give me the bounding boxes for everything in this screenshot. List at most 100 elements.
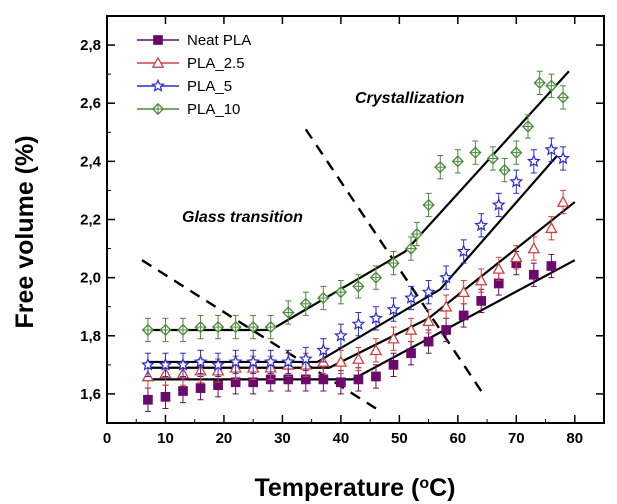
data-point xyxy=(422,192,435,218)
data-series xyxy=(141,70,570,412)
data-point xyxy=(451,149,464,174)
legend-label: PLA_5 xyxy=(187,78,232,95)
data-point xyxy=(498,157,511,183)
data-point xyxy=(316,338,331,363)
data-point xyxy=(546,253,557,279)
legend-label: PLA_2.5 xyxy=(187,55,245,72)
x-tick-label: 70 xyxy=(508,430,525,447)
data-point xyxy=(352,346,365,372)
data-point xyxy=(333,323,348,348)
data-point xyxy=(527,236,541,261)
data-point xyxy=(246,349,261,375)
data-point xyxy=(263,349,278,375)
data-point xyxy=(456,239,471,264)
data-point xyxy=(509,245,523,270)
x-axis-title-unit: C) xyxy=(429,474,455,502)
data-point xyxy=(406,341,416,366)
data-point xyxy=(441,317,451,343)
legend-entry: Neat PLA xyxy=(137,32,251,49)
data-point xyxy=(545,73,558,98)
data-point xyxy=(143,387,153,412)
x-tick-label: 30 xyxy=(274,430,291,447)
data-point xyxy=(526,149,541,174)
data-point xyxy=(229,314,242,340)
series-neat-pla xyxy=(143,250,557,412)
data-point xyxy=(369,306,383,331)
data-point xyxy=(556,85,570,110)
x-tick-label: 40 xyxy=(333,430,350,447)
x-tick-label: 80 xyxy=(566,430,583,447)
data-point xyxy=(491,192,506,218)
data-point xyxy=(371,364,381,389)
legend-label: Neat PLA xyxy=(187,32,251,49)
data-point xyxy=(404,317,418,343)
y-tick-label: 1,6 xyxy=(80,386,101,403)
glass-transition-annotation: Glass transition xyxy=(182,209,303,226)
data-point xyxy=(193,349,208,375)
data-point xyxy=(439,265,454,290)
data-point xyxy=(299,291,312,316)
axis-ticks: 0 10 20 30 40 50 60 70 80 1,6 1,8 2,0 2,2 2,4 2,6 2,8 xyxy=(80,16,604,447)
data-point xyxy=(387,326,400,351)
data-point xyxy=(194,314,207,340)
x-tick-label: 60 xyxy=(449,430,466,447)
y-tick-label: 2,8 xyxy=(80,37,101,54)
data-point xyxy=(336,370,346,395)
data-point xyxy=(510,140,523,165)
data-point xyxy=(158,352,173,377)
data-point xyxy=(458,303,469,328)
y-tick-label: 2,4 xyxy=(80,153,102,170)
fit-line xyxy=(147,259,576,381)
data-point xyxy=(476,288,487,314)
data-point xyxy=(521,114,535,139)
data-point xyxy=(159,317,172,343)
x-tick-label: 0 xyxy=(103,430,111,447)
data-point xyxy=(351,312,366,337)
data-point xyxy=(410,221,424,247)
data-point xyxy=(388,352,399,377)
data-point xyxy=(545,216,558,241)
data-point xyxy=(469,140,482,165)
data-point xyxy=(474,268,488,293)
y-tick-label: 2,0 xyxy=(80,270,101,287)
data-point xyxy=(228,349,243,375)
y-tick-label: 2,6 xyxy=(80,95,101,112)
data-point xyxy=(281,349,296,375)
data-point xyxy=(141,317,155,343)
data-point xyxy=(176,352,190,377)
data-point xyxy=(556,189,570,215)
data-point xyxy=(474,213,489,238)
data-point xyxy=(317,285,330,311)
data-point xyxy=(439,294,453,319)
legend-label: PLA_10 xyxy=(187,101,240,118)
x-axis-title-main: Temperature ( xyxy=(254,474,420,502)
x-axis-title-degree: o xyxy=(419,475,429,492)
data-point xyxy=(282,300,295,325)
phase-boundary-lines xyxy=(141,128,483,410)
legend-entry: PLA_5 xyxy=(137,78,232,95)
legend-entry: PLA_2.5 xyxy=(137,55,245,72)
data-point xyxy=(492,256,506,282)
data-point xyxy=(141,352,155,377)
data-point xyxy=(423,329,434,354)
data-point xyxy=(353,367,364,392)
data-point xyxy=(509,169,524,194)
data-point xyxy=(387,250,400,276)
x-tick-label: 10 xyxy=(157,430,174,447)
x-axis-title: Temperature (oC) xyxy=(254,474,455,502)
data-point xyxy=(386,297,401,322)
y-tick-label: 1,8 xyxy=(80,328,101,345)
data-point xyxy=(421,280,436,305)
data-point xyxy=(334,280,348,305)
crystallization-annotation: Crystallization xyxy=(355,90,465,107)
data-point xyxy=(160,384,171,409)
series-pla-10 xyxy=(141,70,570,343)
data-point xyxy=(298,346,313,372)
data-point xyxy=(457,280,470,305)
data-point xyxy=(369,338,383,363)
data-point xyxy=(211,314,225,340)
data-point xyxy=(544,137,559,162)
data-point xyxy=(247,314,260,340)
x-tick-label: 20 xyxy=(216,430,233,447)
